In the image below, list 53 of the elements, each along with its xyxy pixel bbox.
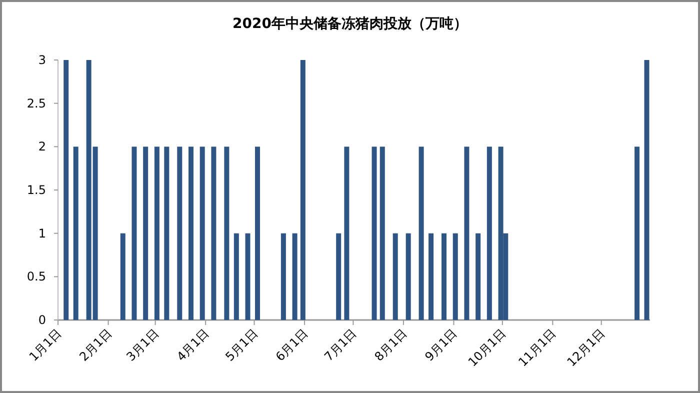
- chart-title: 2020年中央储备冻猪肉投放（万吨）: [232, 15, 468, 32]
- bar: [300, 60, 306, 320]
- bar: [234, 233, 239, 320]
- bar: [280, 233, 286, 320]
- bar: [292, 233, 298, 320]
- bar: [380, 146, 385, 320]
- bar: [200, 146, 205, 320]
- x-tick-label: 11月1日: [516, 326, 559, 370]
- y-tick-label: 2.5: [26, 96, 46, 110]
- x-tick-label: 10月1日: [465, 326, 509, 370]
- bar: [428, 233, 434, 320]
- y-tick-label: 3: [38, 53, 46, 67]
- x-tick-label: 9月1日: [422, 326, 460, 364]
- x-tick-label: 1月1日: [26, 326, 64, 364]
- bar: [442, 233, 447, 320]
- y-tick-label: 0.5: [26, 270, 46, 284]
- bar: [486, 146, 492, 320]
- bar: [372, 146, 377, 320]
- bar: [188, 146, 194, 320]
- x-tick-label: 3月1日: [124, 326, 162, 364]
- bar: [344, 146, 350, 320]
- bar: [406, 233, 411, 320]
- bar: [634, 146, 640, 320]
- x-tick-label: 5月1日: [222, 326, 260, 364]
- y-tick-label: 1.5: [26, 183, 46, 197]
- bar: [154, 146, 160, 320]
- bar: [644, 60, 650, 320]
- bar: [177, 146, 182, 320]
- bar: [164, 146, 170, 320]
- x-tick-label: 8月1日: [372, 326, 410, 364]
- bar: [452, 233, 458, 320]
- bar: [336, 233, 342, 320]
- bar: [245, 233, 250, 320]
- bar: [211, 146, 216, 320]
- y-tick-label: 2: [38, 140, 46, 154]
- x-tick-label: 12月1日: [564, 326, 608, 370]
- y-tick-label: 0: [38, 313, 46, 327]
- bar: [254, 146, 260, 320]
- bar: [64, 60, 69, 320]
- bar: [120, 233, 126, 320]
- bar: [143, 146, 148, 320]
- bar: [418, 146, 424, 320]
- bar: [392, 233, 398, 320]
- bar: [132, 146, 137, 320]
- bar: [73, 146, 78, 320]
- x-tick-label: 7月1日: [322, 326, 360, 364]
- bar: [476, 233, 481, 320]
- y-tick-label: 1: [38, 226, 46, 240]
- x-tick-label: 4月1日: [174, 326, 212, 364]
- x-tick-label: 2月1日: [76, 326, 114, 364]
- bar: [224, 146, 230, 320]
- x-tick-label: 6月1日: [272, 326, 311, 364]
- bar: [464, 146, 470, 320]
